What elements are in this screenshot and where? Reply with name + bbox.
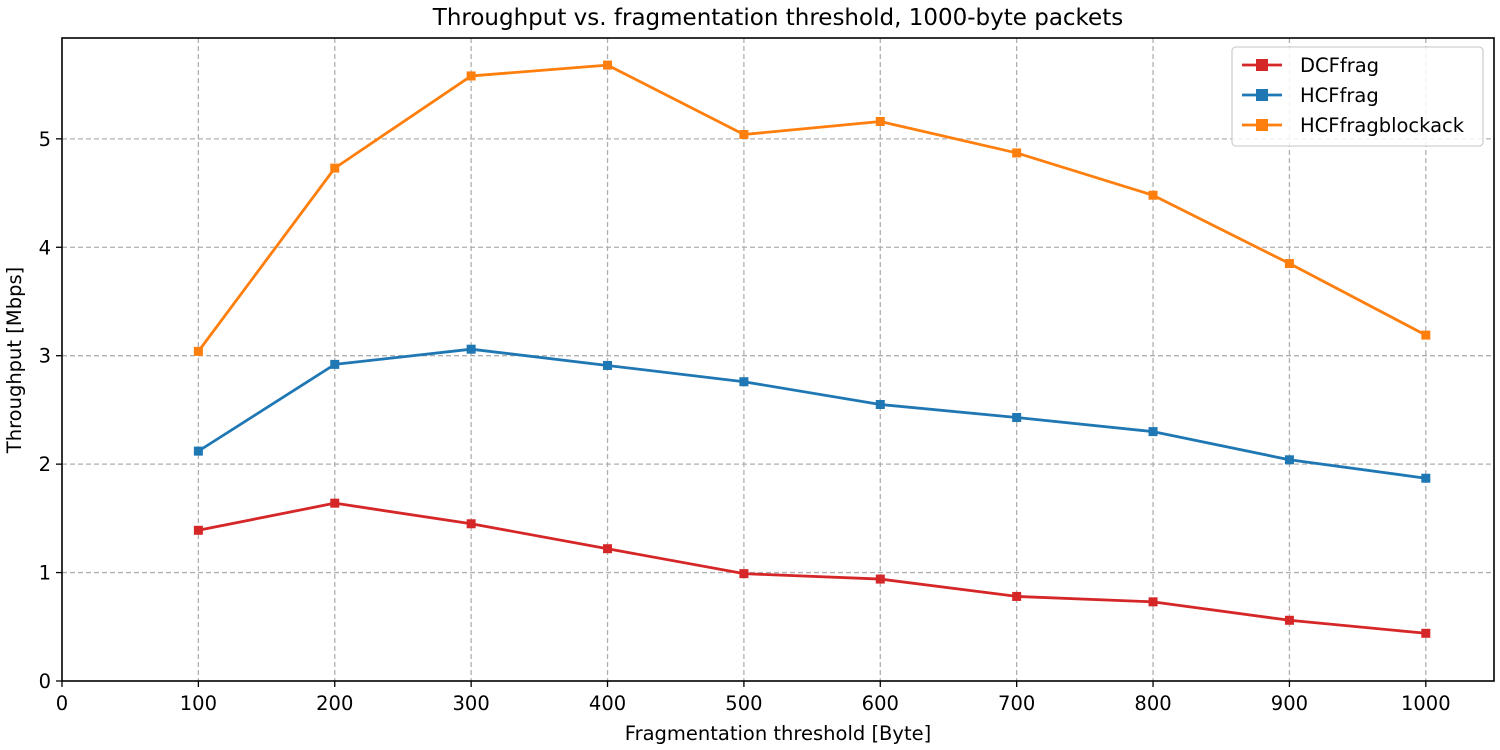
data-point-hcffrag [193,446,203,456]
data-point-hcffrag [875,399,885,409]
x-tick-label: 1000 [1401,692,1451,715]
y-tick-label: 0 [39,670,51,693]
legend: DCFfrag HCFfrag HCFfragblockack [1231,46,1484,147]
data-point-dcffrag [1148,597,1158,607]
data-point-dcffrag [875,574,885,584]
x-tick-label: 600 [862,692,899,715]
legend-label: HCFfrag [1300,84,1379,107]
series-line-dcffrag [198,501,1426,635]
x-tick-label: 400 [589,692,626,715]
series-hcffrag [193,344,1431,483]
legend-label: HCFfragblockack [1300,114,1465,137]
y-tick-label: 2 [39,453,51,476]
data-point-hcffragblockack [875,116,885,126]
data-point-hcffragblockack [1012,148,1022,158]
series-line-hcffragblockack [197,63,1427,353]
series-layer [193,60,1431,638]
data-point-hcffrag [739,377,749,387]
data-point-hcffragblockack [603,60,613,70]
legend-label: DCFfrag [1300,54,1379,77]
data-point-dcffrag [1421,628,1431,638]
x-tick-label: 800 [1134,692,1171,715]
y-tick-label: 1 [39,562,51,585]
x-tick-label: 900 [1271,692,1308,715]
data-point-dcffrag [1284,615,1294,625]
chart-title: Throughput vs. fragmentation threshold, … [432,5,1123,31]
axis-ticks: 0 100 200 300 400 500 600 700 800 900 1000 0 1 2 3 4 5 [39,128,1451,715]
data-point-hcffragblockack [466,71,476,81]
legend-swatch-marker [1256,89,1268,101]
data-point-dcffrag [466,519,476,529]
data-point-hcffragblockack [739,130,749,140]
series-dcffrag [193,498,1431,638]
series-hcffragblockack [193,60,1431,356]
data-point-hcffrag [466,344,476,354]
x-tick-label: 0 [56,692,68,715]
data-point-dcffrag [1012,591,1022,601]
x-tick-label: 300 [453,692,490,715]
legend-swatch-marker [1256,119,1268,131]
data-point-hcffragblockack [1148,190,1158,200]
data-point-dcffrag [193,525,203,535]
series-line-hcffrag [197,347,1426,480]
data-point-dcffrag [603,544,613,554]
data-point-hcffragblockack [1421,330,1431,340]
y-tick-label: 3 [39,345,51,368]
x-tick-label: 100 [180,692,217,715]
data-point-hcffrag [1421,473,1431,483]
x-tick-label: 700 [998,692,1035,715]
legend-item-hcffragblockack: HCFfragblockack [1242,114,1465,137]
data-point-hcffragblockack [1284,259,1294,269]
data-point-hcffrag [603,360,613,370]
data-point-dcffrag [739,569,749,579]
plot-frame [61,37,1495,682]
y-tick-label: 5 [39,128,51,151]
x-tick-label: 500 [725,692,762,715]
data-point-hcffragblockack [330,163,340,173]
y-tick-label: 4 [39,236,51,259]
data-point-hcffrag [1148,427,1158,437]
data-point-dcffrag [330,498,340,508]
x-axis-label: Fragmentation threshold [Byte] [625,722,931,745]
data-point-hcffragblockack [193,346,203,356]
legend-item-dcffrag: DCFfrag [1242,54,1379,77]
data-point-hcffrag [1284,455,1294,465]
legend-box [1231,46,1484,147]
data-point-hcffrag [330,359,340,369]
legend-item-hcffrag: HCFfrag [1242,84,1379,107]
x-tick-label: 200 [316,692,353,715]
data-point-hcffrag [1012,413,1022,423]
legend-swatch-marker [1256,59,1268,71]
y-axis-label: Throughput [Mbps] [3,267,26,454]
